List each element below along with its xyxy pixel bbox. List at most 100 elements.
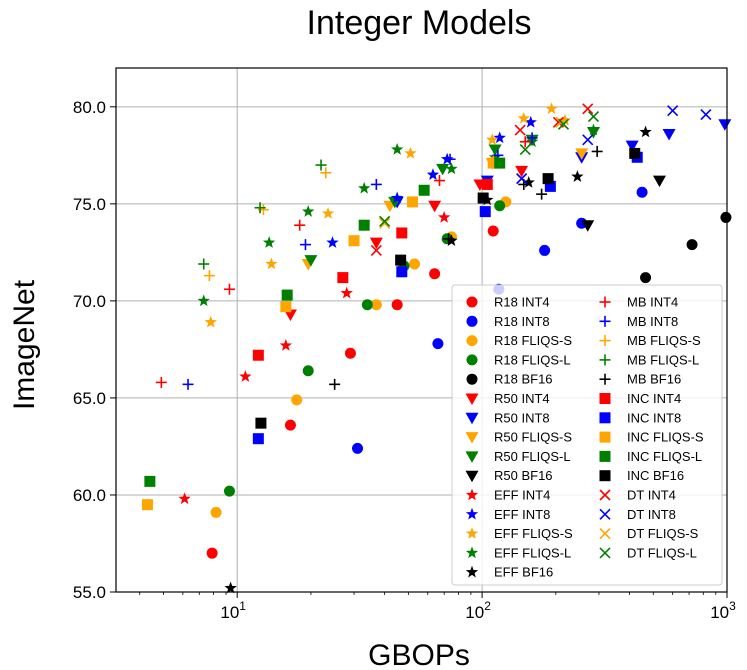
point-r18-int8 — [539, 244, 551, 256]
y-tick-label: 75.0 — [73, 195, 106, 214]
point-mb-int8 — [299, 239, 311, 251]
x-tick-exponent: 3 — [729, 599, 736, 613]
legend-marker — [599, 547, 611, 559]
legend-entry-label: DT INT4 — [627, 488, 676, 503]
legend-entry-label: INC INT8 — [627, 410, 681, 425]
point-eff-int8 — [524, 115, 537, 128]
point-dt-fliqs-l — [587, 110, 600, 123]
legend-marker — [465, 507, 479, 520]
point-eff-fliqs-l — [488, 150, 502, 163]
point-eff-bf16 — [224, 581, 237, 594]
point-eff-int4 — [437, 210, 451, 223]
point-inc-bf16 — [395, 254, 407, 266]
point-r50-int8 — [662, 128, 676, 141]
point-dt-int4 — [370, 244, 382, 256]
legend-entry-label: EFF BF16 — [494, 565, 553, 580]
point-dt-fliqs-l — [557, 118, 570, 130]
point-eff-fliqs-l — [390, 143, 404, 155]
point-r18-int4 — [344, 347, 356, 359]
legend-entry-label: EFF INT4 — [494, 488, 550, 503]
x-tick-label: 102 — [465, 599, 491, 622]
point-eff-fliqs-s — [265, 257, 278, 270]
legend-entry-label: DT INT8 — [627, 507, 676, 522]
legend: R18 INT4 R18 INT8 R18 FLIQS-S R18 FLIQS-L R1… — [451, 284, 723, 586]
point-r18-fliqs-l — [223, 485, 235, 497]
point-r50-int4 — [369, 237, 383, 250]
point-dt-int8 — [700, 109, 712, 121]
legend-marker — [465, 432, 479, 444]
point-r18-int8 — [352, 442, 364, 454]
legend-entry-label: MB BF16 — [627, 372, 681, 387]
point-mb-int4 — [519, 136, 531, 148]
legend-marker — [465, 470, 479, 483]
point-eff-int4 — [340, 286, 353, 299]
point-eff-int4 — [178, 492, 191, 505]
point-inc-fliqs-s — [487, 157, 499, 169]
point-mb-bf16 — [329, 378, 341, 390]
point-r18-bf16 — [640, 272, 652, 284]
legend-marker — [465, 451, 479, 463]
legend-marker — [599, 508, 611, 520]
point-eff-fliqs-l — [587, 123, 600, 136]
x-tick-label: 103 — [710, 599, 736, 622]
x-tick-base: 10 — [465, 603, 484, 622]
legend-entry-label: INC INT4 — [627, 391, 681, 406]
point-eff-fliqs-s — [204, 315, 217, 328]
point-dt-int4 — [582, 103, 594, 115]
point-inc-int4 — [337, 272, 349, 284]
point-mb-fliqs-l — [315, 159, 327, 171]
legend-marker — [599, 431, 611, 443]
y-tick-label: 60.0 — [73, 486, 106, 505]
legend-entry-label: R50 INT4 — [494, 391, 550, 406]
point-r18-int8 — [636, 186, 648, 198]
point-inc-int8 — [252, 433, 264, 445]
legend-marker — [466, 354, 478, 366]
legend-entry-label: MB FLIQS-S — [627, 333, 701, 348]
point-mb-fliqs-l — [198, 258, 210, 270]
point-eff-fliqs-l — [197, 294, 210, 307]
plot-frame — [115, 67, 728, 593]
legend-marker — [465, 488, 479, 501]
y-tick-label: 55.0 — [73, 583, 106, 602]
point-r18-fliqs-s — [370, 299, 382, 311]
point-mb-int4 — [155, 376, 167, 388]
point-r50-bf16 — [652, 175, 666, 188]
point-r50-fliqs-s — [575, 148, 589, 160]
legend-entry-label: EFF FLIQS-S — [494, 526, 573, 541]
legend-marker — [466, 373, 478, 385]
point-eff-int8 — [426, 168, 440, 180]
legend-entry-label: INC BF16 — [627, 468, 684, 483]
legend-entry-label: R18 BF16 — [494, 372, 553, 387]
point-r50-int4 — [428, 200, 442, 213]
point-r50-int4 — [283, 309, 297, 321]
legend-marker — [465, 412, 479, 425]
legend-entry-label: R50 FLIQS-L — [494, 449, 571, 464]
point-mb-int4 — [434, 175, 446, 187]
point-eff-bf16 — [639, 125, 652, 138]
legend-entry-label: R18 FLIQS-S — [494, 333, 572, 348]
point-eff-fliqs-l — [358, 181, 371, 194]
point-inc-bf16 — [477, 192, 489, 204]
point-r18-int4 — [284, 419, 296, 431]
legend-entry-label: MB INT8 — [627, 314, 678, 329]
point-mb-int8 — [444, 153, 456, 165]
point-r50-fliqs-l — [304, 255, 318, 267]
point-dt-fliqs-l — [519, 143, 531, 156]
point-inc-int4 — [481, 178, 493, 190]
legend-entry-label: R18 FLIQS-L — [494, 352, 571, 367]
x-tick-base: 10 — [710, 603, 729, 622]
point-eff-int4 — [239, 370, 252, 382]
point-dt-fliqs-s — [379, 217, 391, 229]
point-inc-fliqs-l — [281, 289, 293, 301]
x-tick-exponent: 1 — [239, 599, 246, 613]
point-r50-fliqs-l — [436, 163, 450, 176]
point-inc-fliqs-l — [418, 184, 430, 196]
point-r18-int4 — [429, 268, 441, 280]
legend-entry-label: EFF INT8 — [494, 507, 550, 522]
point-r18-fliqs-s — [210, 506, 222, 518]
legend-marker — [599, 450, 611, 462]
point-r50-int8 — [718, 119, 732, 131]
legend-entry-label: R18 INT8 — [494, 314, 550, 329]
point-inc-fliqs-s — [407, 196, 419, 208]
